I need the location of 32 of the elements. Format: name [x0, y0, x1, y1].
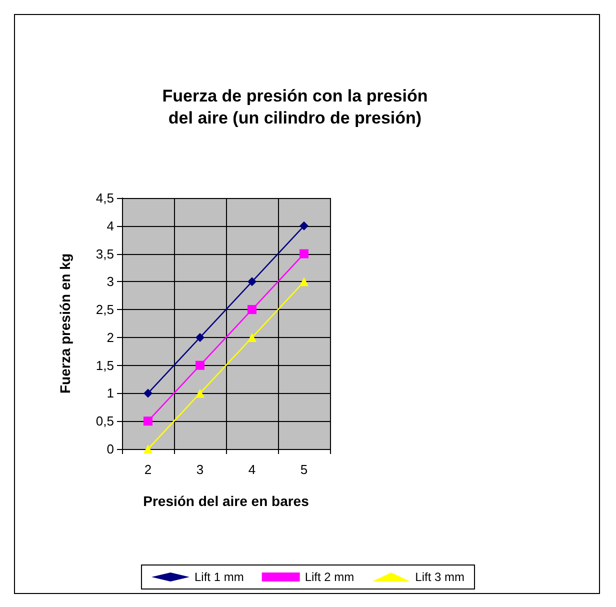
- y-tick-label: 0: [106, 442, 114, 456]
- point: [248, 305, 256, 314]
- point: [300, 277, 308, 286]
- point: [144, 444, 152, 454]
- y-tick-label: 2,5: [96, 302, 114, 318]
- y-tick-label: 2: [106, 330, 114, 345]
- x-tick-label: 2: [144, 462, 152, 477]
- y-axis-title: Fuerza presión en kg: [57, 253, 73, 394]
- point: [144, 388, 152, 398]
- x-tick-label: 4: [248, 462, 256, 477]
- y-tick-label: 4,5: [96, 190, 114, 206]
- point: [300, 249, 308, 258]
- point: [196, 360, 204, 370]
- point: [144, 416, 152, 426]
- point: [248, 332, 256, 342]
- point: [196, 332, 204, 342]
- x-tick-label: 3: [196, 462, 204, 477]
- y-tick-label: 1,5: [96, 358, 114, 373]
- chart-title: Fuerza de presión con la presión del aire (un cilindro de presión): [162, 86, 428, 128]
- x-axis-title: Presión del aire en bares: [143, 493, 310, 509]
- y-tick-label: 3: [106, 274, 114, 290]
- legend-label: Lift 1 mm: [194, 570, 244, 584]
- y-tick-label: 4: [106, 218, 114, 234]
- x-tick-label: 5: [300, 462, 308, 477]
- point: [248, 277, 256, 286]
- y-tick-label: 0,5: [96, 414, 114, 429]
- y-tick-label: 1: [106, 386, 114, 401]
- legend-label: Lift 3 mm: [415, 570, 465, 584]
- legend-label: Lift 2 mm: [304, 570, 354, 584]
- y-tick-label: 3,5: [96, 246, 114, 262]
- point: [300, 221, 308, 230]
- point: [196, 388, 204, 398]
